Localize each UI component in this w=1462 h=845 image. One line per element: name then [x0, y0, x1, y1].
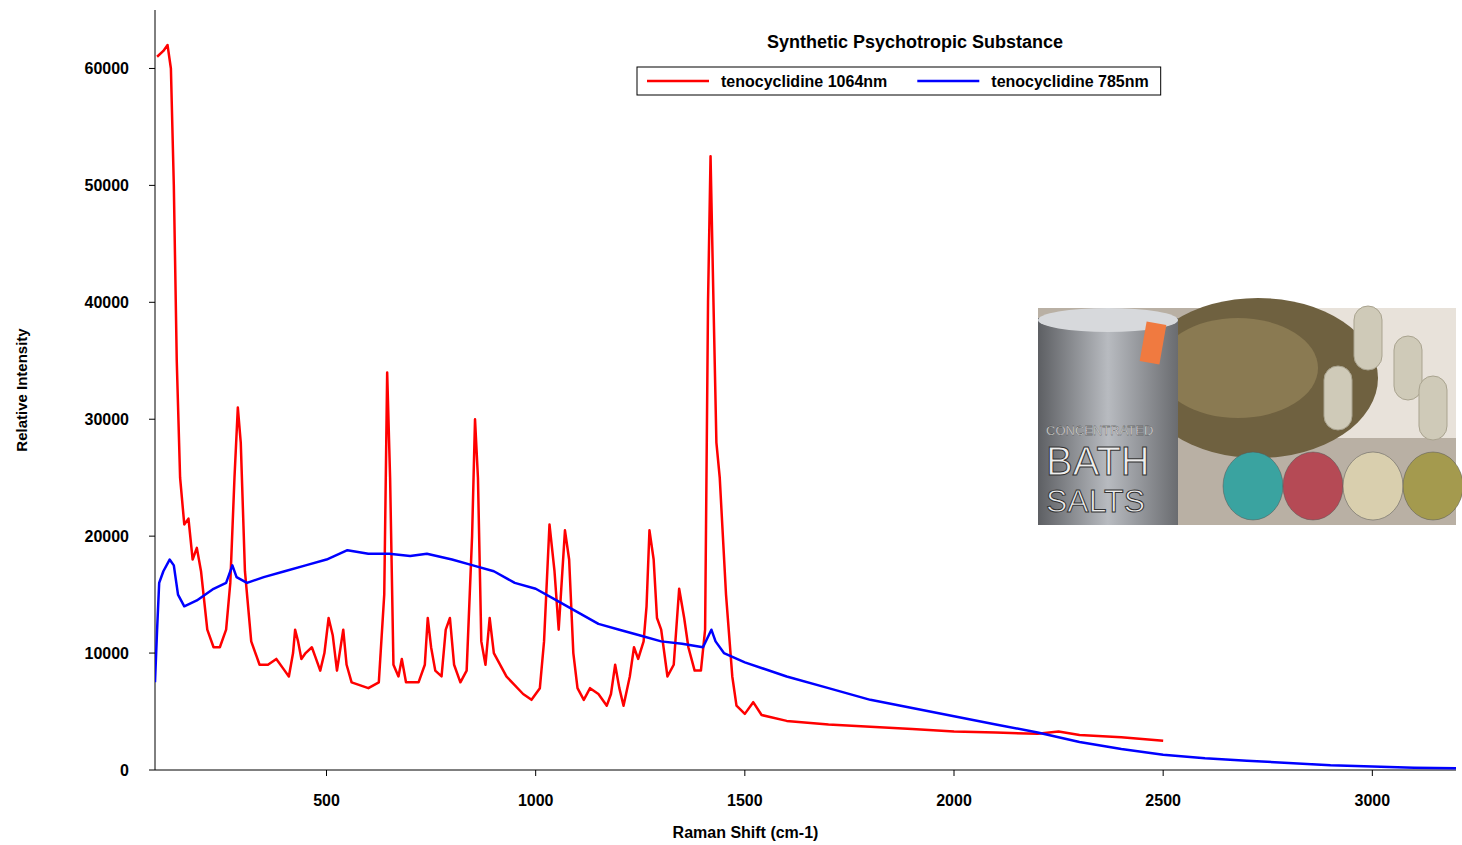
chart-title: Synthetic Psychotropic Substance [767, 32, 1063, 52]
photo-ground [1038, 308, 1456, 525]
series-line [157, 45, 1163, 741]
x-tick-label: 1500 [727, 792, 763, 809]
y-tick-label: 40000 [85, 294, 130, 311]
y-tick-label: 0 [120, 762, 129, 779]
y-axis-title: Relative Intensity [13, 328, 30, 452]
photo-text: SALTS [1046, 483, 1145, 519]
photo-text: CONCENTRATED [1046, 423, 1153, 438]
y-tick [149, 302, 155, 303]
axes [149, 10, 1456, 776]
y-tick [149, 185, 155, 186]
legend-box [637, 67, 1161, 95]
y-tick-label: 20000 [85, 528, 130, 545]
y-tick-label: 30000 [85, 411, 130, 428]
photo-herb [1158, 318, 1318, 418]
photo-capsule [1394, 336, 1422, 400]
x-tick [1372, 770, 1373, 776]
photo-sticker [1140, 322, 1167, 365]
y-tick [149, 536, 155, 537]
y-tick-label: 50000 [85, 177, 130, 194]
x-tick [326, 770, 327, 776]
legend-swatch [647, 80, 709, 83]
photo-pill [1343, 452, 1403, 520]
y-tick-label: 60000 [85, 60, 130, 77]
x-tick [535, 770, 536, 776]
x-tick [1163, 770, 1164, 776]
x-tick-label: 3000 [1355, 792, 1391, 809]
x-axis-line [155, 770, 1456, 771]
photo-pill [1283, 452, 1343, 520]
legend-label: tenocyclidine 1064nm [721, 73, 887, 90]
plot-lines [155, 45, 1456, 768]
photo-pill [1403, 452, 1462, 520]
x-tick-label: 2000 [936, 792, 972, 809]
photo-text: BATH [1046, 439, 1150, 483]
x-tick-label: 1000 [518, 792, 554, 809]
x-tick-label: 2500 [1145, 792, 1181, 809]
y-tick [149, 653, 155, 654]
x-axis-title: Raman Shift (cm-1) [673, 824, 819, 841]
y-tick [149, 68, 155, 69]
photo-capsule [1324, 366, 1352, 430]
inset-photo [1038, 298, 1462, 525]
x-tick [954, 770, 955, 776]
y-tick [149, 419, 155, 420]
photo-capsule [1354, 306, 1382, 370]
photo-can [1038, 318, 1178, 525]
y-tick-label: 10000 [85, 645, 130, 662]
chart: CONCENTRATEDBATHSALTS 0 10000 20000 30000 400… [0, 0, 1462, 845]
legend-label: tenocyclidine 785nm [991, 73, 1148, 90]
legend [637, 67, 1161, 95]
photo-pill [1223, 452, 1283, 520]
legend-swatch [917, 80, 979, 83]
series-line [155, 550, 1456, 768]
x-tick-label: 500 [313, 792, 340, 809]
photo-capsule [1419, 376, 1447, 440]
x-tick [744, 770, 745, 776]
y-tick [149, 770, 155, 771]
